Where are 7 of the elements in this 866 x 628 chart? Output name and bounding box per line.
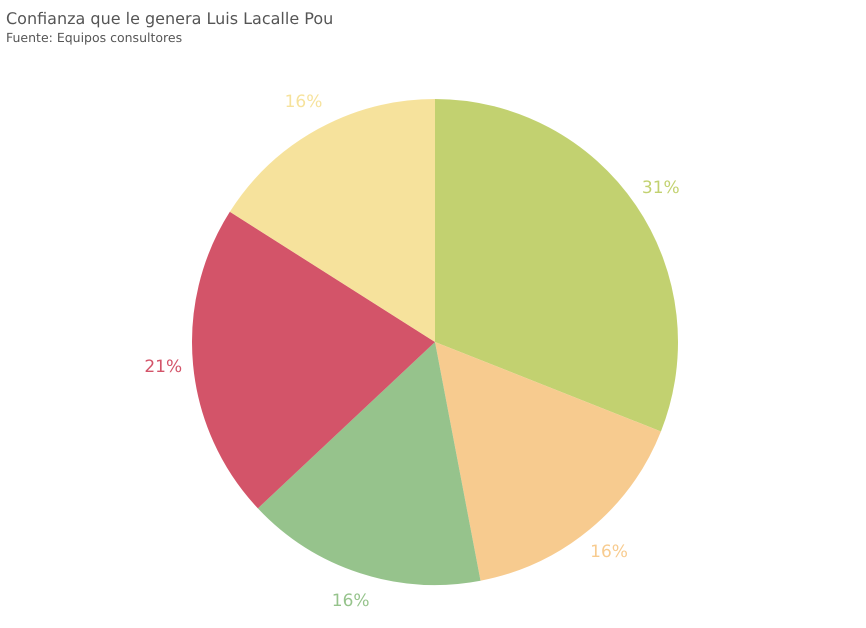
chart-subtitle: Fuente: Equipos consultores <box>6 30 184 45</box>
data-label: 16% <box>590 542 628 562</box>
data-label: 31% <box>642 178 680 198</box>
data-label: 21% <box>144 357 182 378</box>
chart-title: Confianza que le genera Luis Lacalle Pou <box>6 9 334 28</box>
data-label: 16% <box>332 591 370 612</box>
data-label: 16% <box>284 92 322 112</box>
